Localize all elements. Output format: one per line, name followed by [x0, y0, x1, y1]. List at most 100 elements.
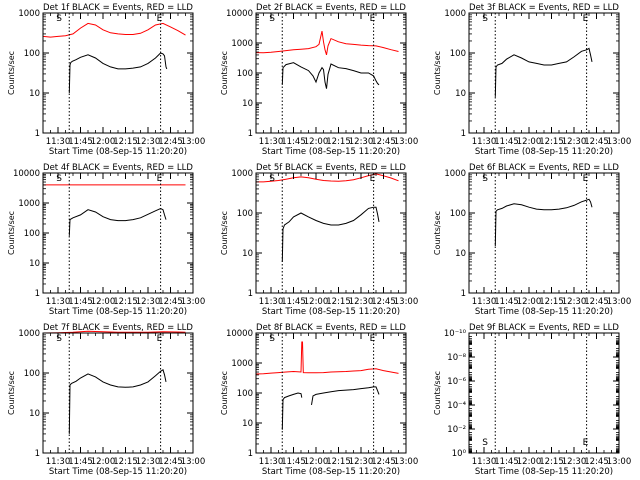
y-axis-label: Counts/sec [7, 211, 16, 255]
marker-label-e: E [370, 174, 376, 184]
x-tick-label: 12:15 [113, 137, 138, 147]
marker-label-s: S [56, 14, 62, 24]
y-tick-label: 1000 [231, 359, 253, 369]
x-tick-label: 11:45 [68, 137, 93, 147]
x-tick-label: 13:00 [181, 297, 206, 307]
x-axis-label: Start Time (08-Sep-15 11:20:20) [475, 307, 613, 317]
marker-label-e: E [157, 334, 163, 344]
y-tick-label: 1000 [231, 169, 253, 179]
x-tick-label: 12:00 [304, 297, 329, 307]
y-axis-label: Counts/sec [220, 51, 229, 95]
y-tick-label: 1 [248, 129, 253, 139]
x-tick-label: 11:30 [472, 297, 497, 307]
x-tick-label: 13:00 [394, 457, 419, 467]
y-tick-label: 1000 [18, 9, 40, 19]
x-tick-label: 12:30 [349, 137, 374, 147]
x-tick-label: 12:45 [158, 297, 183, 307]
x-tick-label: 12:45 [584, 457, 609, 467]
series-line-events [281, 392, 303, 430]
x-axis-label: Start Time (08-Sep-15 11:20:20) [262, 467, 400, 477]
y-axis-label: Counts/sec [7, 371, 16, 415]
y-tick-label: 1000 [231, 39, 253, 49]
y-tick-label: 10 [29, 259, 40, 269]
x-tick-label: 12:15 [539, 137, 564, 147]
plot-frame [42, 332, 194, 454]
x-tick-label: 13:00 [181, 457, 206, 467]
marker-label-s: S [269, 334, 275, 344]
x-tick-label: 13:00 [181, 137, 206, 147]
marker-label-s: S [56, 334, 62, 344]
x-tick-label: 12:00 [304, 137, 329, 147]
x-tick-label: 11:45 [68, 297, 93, 307]
x-tick-label: 11:30 [259, 457, 284, 467]
y-axis-label: Counts/sec [7, 51, 16, 95]
y-tick-label: 1 [461, 129, 466, 139]
series-line-events [281, 62, 380, 89]
x-tick-label: 12:45 [158, 137, 183, 147]
y-tick-label: 100 [24, 49, 40, 59]
x-tick-label: 12:30 [562, 137, 587, 147]
y-tick-label: 100 [24, 229, 40, 239]
y-tick-label: 10 [242, 249, 253, 259]
x-tick-label: 11:45 [281, 457, 306, 467]
y-tick-label: 10 [455, 89, 466, 99]
x-tick-label: 11:30 [472, 457, 497, 467]
series-line-events [494, 198, 593, 247]
x-tick-label: 11:30 [259, 297, 284, 307]
chart-title: Det 1f BLACK = Events, RED = LLD [43, 3, 193, 13]
x-axis-label: Start Time (08-Sep-15 11:20:20) [262, 307, 400, 317]
y-tick-label: 100 [237, 389, 253, 399]
y-tick-label: 10⁻² [447, 425, 466, 435]
y-tick-label: 10000 [226, 9, 253, 19]
y-tick-label: 1 [248, 449, 253, 459]
x-tick-label: 11:30 [259, 137, 284, 147]
y-tick-label: 1000 [18, 329, 40, 339]
marker-label-s: S [56, 174, 62, 184]
y-tick-label: 10⁻⁶ [447, 377, 466, 387]
y-tick-label: 10 [29, 409, 40, 419]
x-tick-label: 12:15 [326, 297, 351, 307]
plot-frame [468, 332, 620, 454]
x-tick-label: 12:45 [371, 297, 396, 307]
x-axis-label: Start Time (08-Sep-15 11:20:20) [49, 147, 187, 157]
chart-title: Det 9f BLACK = Events, RED = LLD [469, 323, 619, 333]
x-tick-label: 12:45 [584, 297, 609, 307]
chart-title: Det 5f BLACK = Events, RED = LLD [256, 163, 406, 173]
marker-label-s: S [482, 14, 488, 24]
x-tick-label: 13:00 [607, 137, 632, 147]
y-tick-label: 1 [248, 289, 253, 299]
x-tick-label: 11:45 [281, 297, 306, 307]
y-tick-label: 10 [29, 89, 40, 99]
y-axis-label: Counts/sec [220, 211, 229, 255]
y-tick-label: 10⁻¹⁰ [444, 329, 467, 339]
x-axis-label: Start Time (08-Sep-15 11:20:20) [49, 307, 187, 317]
x-tick-label: 12:00 [517, 457, 542, 467]
y-tick-label: 100 [237, 209, 253, 219]
x-tick-label: 11:45 [281, 137, 306, 147]
chart-title: Det 7f BLACK = Events, RED = LLD [43, 323, 193, 333]
plot-frame [468, 12, 620, 134]
x-axis-label: Start Time (08-Sep-15 11:20:20) [262, 147, 400, 157]
plot-frame [42, 172, 194, 294]
series-line-lld [255, 30, 399, 56]
marker-label-e: E [583, 174, 589, 184]
chart-title: Det 8f BLACK = Events, RED = LLD [256, 323, 406, 333]
y-axis-label: Counts/sec [433, 51, 442, 95]
x-tick-label: 11:30 [46, 297, 71, 307]
y-tick-label: 100 [237, 69, 253, 79]
x-tick-label: 12:00 [517, 137, 542, 147]
marker-label-e: E [370, 14, 376, 24]
x-tick-label: 11:45 [494, 297, 519, 307]
plot-frame [468, 172, 620, 294]
y-tick-label: 1 [35, 289, 40, 299]
series-line-lld [256, 173, 399, 183]
y-tick-label: 10⁻⁸ [447, 353, 466, 363]
x-tick-label: 11:30 [46, 137, 71, 147]
chart-panel-9: Det 9f BLACK = Events, RED = LLD S E 10⁰ 10⁻… [433, 323, 631, 477]
plot-frame [255, 12, 407, 134]
series-line-lld [42, 22, 186, 38]
